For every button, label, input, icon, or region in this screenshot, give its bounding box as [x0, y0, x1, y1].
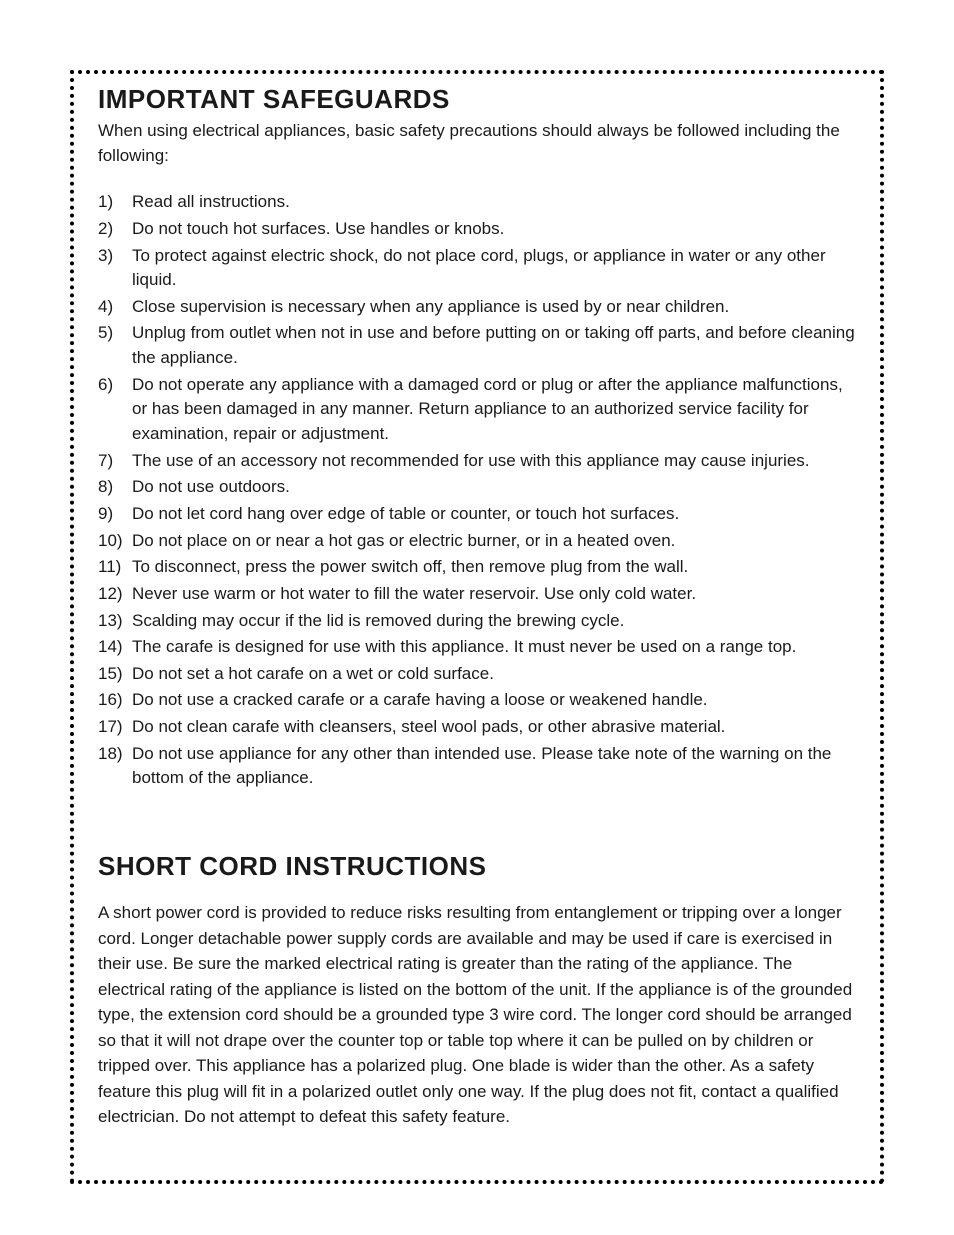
list-item: 17) Do not clean carafe with cleansers, …	[98, 715, 856, 740]
list-item: 14) The carafe is designed for use with …	[98, 635, 856, 660]
document-page: IMPORTANT SAFEGUARDS When using electric…	[0, 0, 954, 1235]
short-cord-title: SHORT CORD INSTRUCTIONS	[98, 851, 856, 882]
list-item: 5) Unplug from outlet when not in use an…	[98, 321, 856, 370]
list-item-number: 18)	[98, 742, 132, 791]
list-item: 6) Do not operate any appliance with a d…	[98, 373, 856, 447]
list-item: 12) Never use warm or hot water to fill …	[98, 582, 856, 607]
list-item-number: 5)	[98, 321, 132, 370]
list-item-text: Close supervision is necessary when any …	[132, 295, 856, 320]
list-item-text: The carafe is designed for use with this…	[132, 635, 856, 660]
list-item-number: 14)	[98, 635, 132, 660]
list-item-number: 10)	[98, 529, 132, 554]
list-item-text: To disconnect, press the power switch of…	[132, 555, 856, 580]
list-item: 9) Do not let cord hang over edge of tab…	[98, 502, 856, 527]
list-item-text: Never use warm or hot water to fill the …	[132, 582, 856, 607]
list-item-number: 13)	[98, 609, 132, 634]
list-item-number: 16)	[98, 688, 132, 713]
list-item: 1) Read all instructions.	[98, 190, 856, 215]
dotted-border-box: IMPORTANT SAFEGUARDS When using electric…	[70, 70, 884, 1184]
list-item-number: 9)	[98, 502, 132, 527]
list-item-number: 6)	[98, 373, 132, 447]
list-item-number: 17)	[98, 715, 132, 740]
list-item: 13) Scalding may occur if the lid is rem…	[98, 609, 856, 634]
list-item-text: Do not operate any appliance with a dama…	[132, 373, 856, 447]
list-item: 2) Do not touch hot surfaces. Use handle…	[98, 217, 856, 242]
list-item-text: The use of an accessory not recommended …	[132, 449, 856, 474]
list-item: 16) Do not use a cracked carafe or a car…	[98, 688, 856, 713]
safeguards-list: 1) Read all instructions. 2) Do not touc…	[98, 190, 856, 791]
list-item-number: 1)	[98, 190, 132, 215]
list-item-text: Do not clean carafe with cleansers, stee…	[132, 715, 856, 740]
list-item-number: 3)	[98, 244, 132, 293]
list-item-number: 8)	[98, 475, 132, 500]
list-item-number: 2)	[98, 217, 132, 242]
list-item-text: Do not use outdoors.	[132, 475, 856, 500]
list-item-text: To protect against electric shock, do no…	[132, 244, 856, 293]
list-item: 10) Do not place on or near a hot gas or…	[98, 529, 856, 554]
list-item: 4) Close supervision is necessary when a…	[98, 295, 856, 320]
list-item-text: Read all instructions.	[132, 190, 856, 215]
list-item-text: Do not set a hot carafe on a wet or cold…	[132, 662, 856, 687]
safeguards-title: IMPORTANT SAFEGUARDS	[98, 84, 856, 115]
list-item: 15) Do not set a hot carafe on a wet or …	[98, 662, 856, 687]
list-item: 8) Do not use outdoors.	[98, 475, 856, 500]
list-item-text: Do not let cord hang over edge of table …	[132, 502, 856, 527]
list-item-text: Do not use appliance for any other than …	[132, 742, 856, 791]
list-item: 18) Do not use appliance for any other t…	[98, 742, 856, 791]
list-item-number: 15)	[98, 662, 132, 687]
list-item-text: Unplug from outlet when not in use and b…	[132, 321, 856, 370]
short-cord-body: A short power cord is provided to reduce…	[98, 900, 856, 1130]
list-item: 3) To protect against electric shock, do…	[98, 244, 856, 293]
list-item: 11) To disconnect, press the power switc…	[98, 555, 856, 580]
list-item-text: Do not use a cracked carafe or a carafe …	[132, 688, 856, 713]
safeguards-intro: When using electrical appliances, basic …	[98, 119, 856, 168]
list-item: 7) The use of an accessory not recommend…	[98, 449, 856, 474]
list-item-number: 11)	[98, 555, 132, 580]
list-item-number: 12)	[98, 582, 132, 607]
list-item-text: Do not place on or near a hot gas or ele…	[132, 529, 856, 554]
list-item-number: 7)	[98, 449, 132, 474]
list-item-text: Do not touch hot surfaces. Use handles o…	[132, 217, 856, 242]
list-item-text: Scalding may occur if the lid is removed…	[132, 609, 856, 634]
list-item-number: 4)	[98, 295, 132, 320]
